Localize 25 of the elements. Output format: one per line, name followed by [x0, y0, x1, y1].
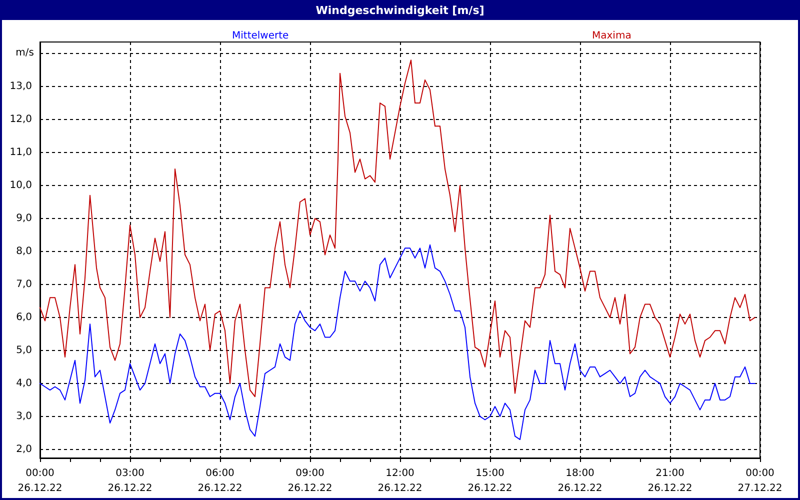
x-tick-label: 18:00 26.12.22: [558, 468, 602, 494]
y-tick-label: 6,0: [16, 312, 32, 323]
x-tick-label: 06:00 26.12.22: [198, 468, 242, 494]
x-tick-label: 15:00 26.12.22: [468, 468, 512, 494]
x-tick-label: 00:00 27.12.22: [738, 468, 782, 494]
y-tick-label: 2,0: [16, 444, 32, 455]
text: Mittelwerte: [232, 30, 289, 42]
y-tick-label: 5,0: [16, 344, 32, 356]
text: Maxima: [592, 30, 632, 42]
x-tick-label: 00:00 26.12.22: [18, 468, 62, 494]
y-tick-label: 11,0: [10, 147, 32, 158]
x-tick-label: 12:00 26.12.22: [378, 468, 422, 494]
y-tick-label: 10,0: [10, 180, 32, 192]
y-tick-label: 4,0: [16, 378, 32, 389]
y-tick-label: 7,0: [16, 278, 32, 290]
y-tick-label: 13,0: [10, 81, 32, 92]
y-tick-label: 9,0: [16, 212, 32, 224]
x-tick-label: 09:00 26.12.22: [288, 468, 332, 494]
y-tick-label: 12,0: [10, 114, 32, 126]
x-tick-label: 21:00 26.12.22: [648, 468, 692, 494]
chart-title: Windgeschwindigkeit [m/s]: [2, 2, 798, 20]
y-tick-label: 3,0: [16, 410, 32, 422]
x-tick-label: 03:00 26.12.22: [108, 468, 152, 494]
y-tick-label: 8,0: [16, 246, 32, 257]
y-axis-title: m/s: [16, 48, 34, 58]
